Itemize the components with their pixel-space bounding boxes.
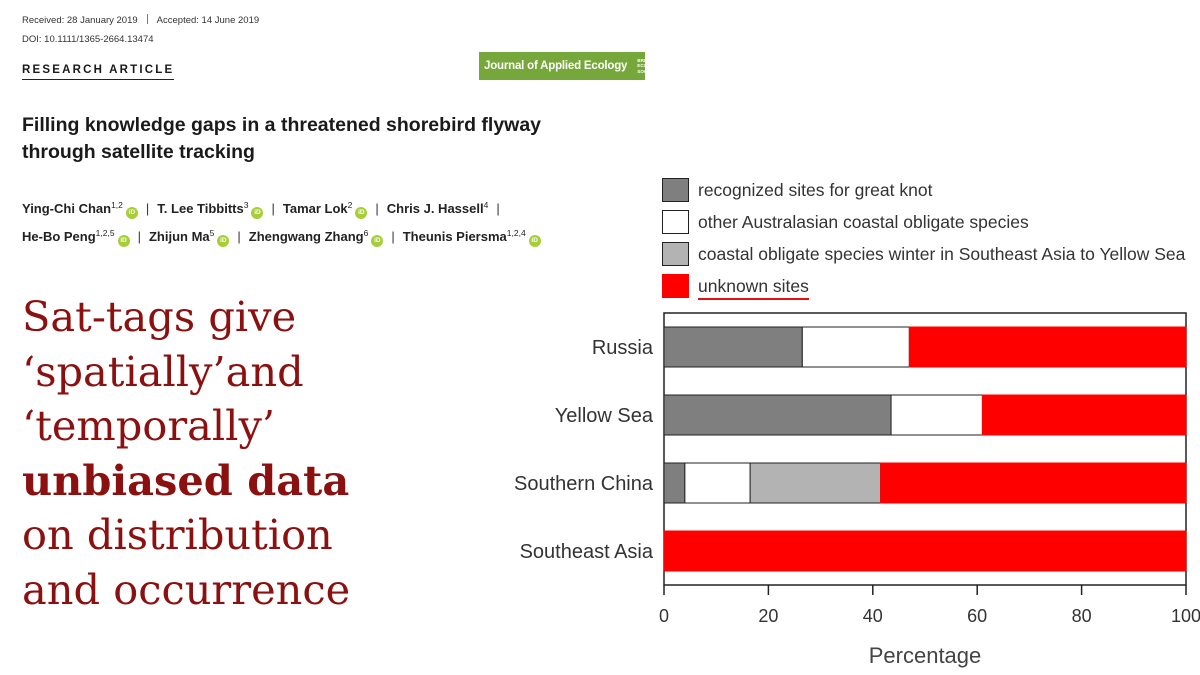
legend-swatch	[662, 178, 689, 202]
author-name: Chris J. Hassell	[386, 201, 484, 216]
bar-segment	[908, 326, 1187, 368]
bar-segment	[801, 326, 910, 368]
society-line: ECOLOGICAL	[637, 63, 668, 69]
society-line: BRITISH	[637, 57, 656, 63]
orcid-icon[interactable]: iD	[355, 207, 368, 219]
received-date: Received: 28 January 2019	[22, 15, 138, 26]
date-separator	[146, 14, 148, 24]
author-name: He-Bo Peng	[22, 229, 96, 244]
legend-label: coastal obligate species winter in South…	[698, 244, 1186, 264]
doi: DOI: 10.1111/1365-2664.13474	[22, 34, 154, 45]
author: T. Lee Tibbitts3iD	[157, 200, 264, 219]
author-separator: |	[496, 201, 500, 216]
x-tick-label: 80	[1072, 606, 1092, 626]
category-label: Southern China	[514, 473, 654, 495]
x-tick-label: 0	[659, 606, 669, 626]
bar-segment	[880, 462, 1187, 504]
author-name: T. Lee Tibbitts	[157, 201, 244, 216]
bar-segment	[663, 394, 892, 436]
author-separator: |	[137, 229, 141, 244]
legend-swatch	[662, 210, 689, 234]
legend-label: recognized sites for great knot	[698, 180, 933, 200]
legend-label: unknown sites	[698, 276, 809, 300]
author-affiliation: 6	[363, 228, 369, 238]
accepted-date: Accepted: 14 June 2019	[156, 15, 260, 26]
author-affiliation: 4	[483, 200, 489, 210]
author-separator: |	[271, 201, 275, 216]
category-label: Yellow Sea	[555, 405, 654, 427]
bar-segment	[890, 394, 983, 436]
overlay-line: on distribution	[22, 510, 333, 559]
journal-name: Journal of Applied Ecology	[484, 60, 628, 72]
author-affiliation: 5	[209, 228, 215, 238]
author-name: Theunis Piersma	[402, 229, 507, 244]
author-name: Zhengwang Zhang	[248, 229, 364, 244]
author-separator: |	[375, 201, 379, 216]
orcid-icon[interactable]: iD	[117, 235, 130, 247]
bar-segment	[663, 530, 1187, 572]
author: Theunis Piersma1,2,4iD	[402, 228, 541, 247]
x-tick-label: 100	[1171, 606, 1200, 626]
author-separator: |	[145, 201, 150, 216]
overlay-line: unbiased data	[22, 455, 350, 505]
bar-segment	[749, 462, 882, 504]
author: Zhengwang Zhang6iD	[248, 228, 384, 247]
author-name: Zhijun Ma	[148, 229, 210, 244]
society-line: SOCIETY	[637, 68, 658, 74]
x-tick-label: 60	[967, 606, 987, 626]
x-tick-label: 20	[758, 606, 778, 626]
x-tick-label: 40	[863, 606, 883, 626]
x-axis-label: Percentage	[869, 643, 982, 668]
paper-title: Filling knowledge gaps in a threatened s…	[22, 112, 622, 166]
submission-dates: Received: 28 January 2019 Accepted: 14 Ju…	[22, 14, 259, 26]
overlay-line: ‘spatially’and	[22, 346, 304, 396]
legend-swatch	[662, 274, 689, 298]
author-list: Ying-Chi Chan1,2iD | T. Lee Tibbitts3iD | Ta…	[22, 193, 662, 249]
orcid-icon[interactable]: iD	[217, 235, 230, 247]
author-separator: |	[237, 229, 241, 244]
legend-label: other Australasian coastal obligate spec…	[698, 212, 1029, 232]
bar-segment	[981, 394, 1187, 436]
journal-badge: Journal of Applied Ecology BRITISH ECOLO…	[479, 52, 668, 80]
overlay-line: ‘temporally’	[22, 401, 276, 450]
bar-segment	[684, 462, 751, 504]
category-label: Southeast Asia	[520, 541, 654, 563]
author-separator: |	[391, 229, 395, 244]
category-label: Russia	[592, 337, 654, 359]
author: Chris J. Hassell4	[386, 200, 489, 216]
author: Ying-Chi Chan1,2iD	[22, 200, 138, 219]
author: He-Bo Peng1,2,5iD	[22, 228, 130, 247]
overlay-line: Sat-tags give	[22, 292, 297, 341]
author-affiliation: 3	[243, 200, 249, 210]
author-affiliation: 1,2,5	[95, 228, 115, 238]
legend-swatch	[662, 242, 689, 266]
overlay-line: and occurrence	[22, 564, 351, 614]
author-affiliation: 2	[347, 200, 353, 210]
author: Zhijun Ma5iD	[148, 228, 230, 247]
author-name: Ying-Chi Chan	[22, 201, 112, 216]
author-affiliation: 1,2	[111, 200, 123, 210]
title-line: Filling knowledge gaps in a threatened s…	[22, 114, 542, 136]
title-line: through satellite tracking	[22, 141, 255, 163]
society-name: BRITISH ECOLOGICAL SOCIETY	[637, 58, 668, 74]
orcid-icon[interactable]: iD	[528, 235, 541, 247]
orcid-icon[interactable]: iD	[371, 235, 384, 247]
orcid-icon[interactable]: iD	[125, 207, 138, 219]
author-name: Tamar Lok	[282, 201, 348, 216]
bar-segment	[663, 326, 803, 368]
author-affiliation: 1,2,4	[506, 228, 526, 238]
bar-segment	[663, 462, 686, 504]
orcid-icon[interactable]: iD	[251, 207, 264, 219]
overlay-text: Sat-tags give ‘spatially’and ‘temporally’ u…	[22, 290, 350, 617]
author: Tamar Lok2iD	[282, 200, 368, 219]
article-type: RESEARCH ARTICLE	[22, 64, 175, 80]
